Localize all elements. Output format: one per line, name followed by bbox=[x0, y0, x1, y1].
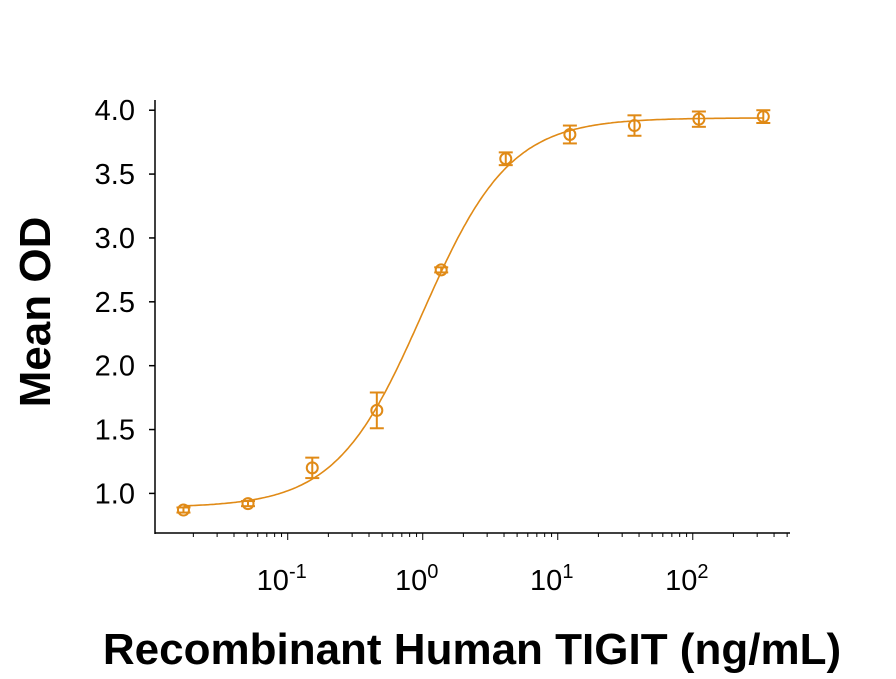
axes: 1.0 1.5 2.0 2.5 3.0 3.5 4.0 10-1 100 101 102 bbox=[95, 95, 790, 597]
x-tick-label: 101 bbox=[530, 561, 573, 597]
fit-curve bbox=[183, 117, 764, 507]
fit-curve-group bbox=[183, 117, 764, 507]
data-point bbox=[434, 263, 449, 277]
data-point bbox=[562, 124, 577, 145]
x-tick-label: 100 bbox=[395, 561, 438, 597]
data-points bbox=[176, 109, 771, 517]
point-marker bbox=[305, 461, 319, 475]
y-tick-label: 1.5 bbox=[95, 415, 135, 447]
data-point bbox=[369, 391, 384, 430]
data-point bbox=[241, 497, 256, 511]
x-tick-label: 10-1 bbox=[257, 561, 307, 597]
y-axis-title: Mean OD bbox=[11, 217, 60, 408]
data-point bbox=[176, 503, 191, 517]
point-marker bbox=[176, 503, 190, 517]
y-tick-label: 3.5 bbox=[95, 159, 135, 191]
y-tick-label: 1.0 bbox=[95, 478, 135, 510]
y-tick-label: 2.0 bbox=[95, 351, 135, 383]
data-point bbox=[305, 456, 320, 480]
point-marker bbox=[563, 127, 577, 141]
x-tick-label: 102 bbox=[665, 561, 708, 597]
data-point bbox=[498, 151, 513, 167]
point-marker bbox=[499, 152, 513, 166]
y-tick-label: 3.0 bbox=[95, 223, 135, 255]
point-marker bbox=[756, 110, 770, 124]
point-marker bbox=[241, 497, 255, 511]
y-tick-label: 4.0 bbox=[95, 95, 135, 127]
y-tick-label: 2.5 bbox=[95, 287, 135, 319]
point-marker bbox=[627, 119, 641, 133]
x-axis-title: Recombinant Human TIGIT (ng/mL) bbox=[103, 625, 841, 674]
point-marker bbox=[434, 263, 448, 277]
data-point bbox=[756, 109, 771, 124]
point-marker bbox=[370, 403, 384, 417]
data-point bbox=[627, 114, 642, 137]
data-point bbox=[691, 110, 706, 128]
point-marker bbox=[692, 112, 706, 126]
